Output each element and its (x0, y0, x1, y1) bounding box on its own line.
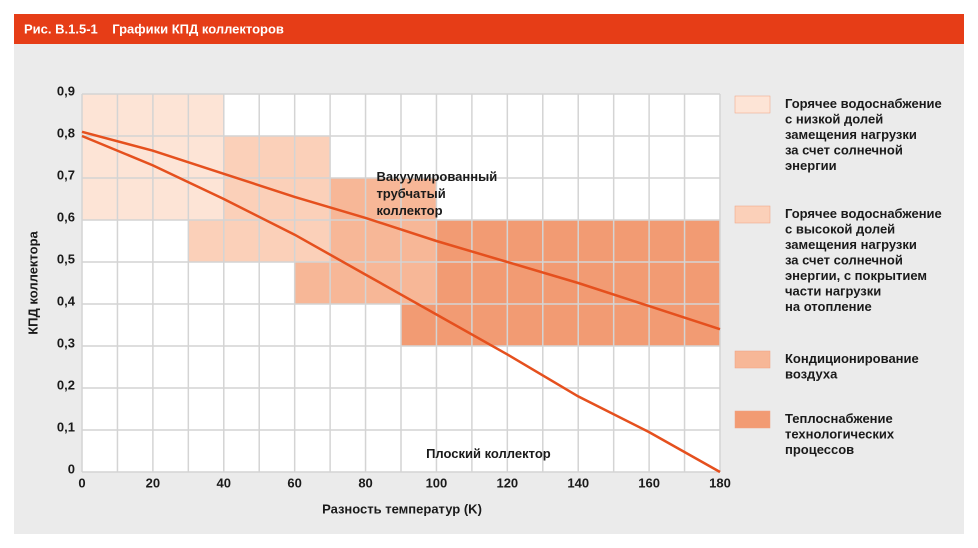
line-label: Плоский коллектор (426, 447, 551, 462)
y-tick-label: 0,2 (57, 377, 75, 392)
line-label-line: трубчатый (376, 186, 445, 201)
y-tick-label: 0 (68, 461, 75, 476)
x-tick-label: 140 (567, 475, 589, 490)
legend-label-line: с высокой долей (785, 222, 895, 237)
legend-swatch (734, 205, 771, 224)
line (81, 134, 721, 474)
legend-label-line: Горячее водоснабжение (785, 206, 942, 221)
y-tick-label: 0,6 (57, 209, 75, 224)
y-tick-label: 0,5 (57, 251, 75, 266)
x-tick-label: 160 (638, 475, 660, 490)
legend-label: Кондиционирование воздуха (785, 351, 919, 382)
legend-swatch (734, 95, 771, 114)
x-tick-label: 120 (496, 475, 518, 490)
legend-label-line: части нагрузки (785, 284, 881, 299)
x-tick-label: 180 (709, 475, 731, 490)
y-tick-label: 0,3 (57, 335, 75, 350)
legend-label-line: Теплоснабжение (785, 411, 893, 426)
legend-label-line: за счет солнечной (785, 253, 903, 268)
y-tick-label: 0,9 (57, 83, 75, 98)
legend-label-line: на отопление (785, 299, 872, 314)
region (401, 220, 720, 346)
y-tick-label: 0,8 (57, 125, 75, 140)
legend-label-line: Горячее водоснабжение (785, 96, 942, 111)
legend-label-line: воздуха (785, 367, 838, 382)
chart-title: Рис. B.1.5-1 Графики КПД коллекторов (24, 21, 284, 36)
x-tick-label: 40 (217, 475, 231, 490)
x-tick-label: 20 (146, 475, 160, 490)
x-tick-label: 60 (287, 475, 301, 490)
legend-label-line: процессов (785, 442, 854, 457)
legend-label: Горячее водоснабжение с высокой долей заме… (785, 206, 942, 314)
line-label-line: коллектор (376, 203, 442, 218)
legend-label: Теплоснабжение технологических процессов (785, 411, 895, 457)
legend-swatch (734, 410, 771, 429)
y-tick-label: 0,7 (57, 167, 75, 182)
legend-label-line: замещения нагрузки (785, 127, 917, 142)
line-label-line: Плоский коллектор (426, 447, 551, 462)
legend-label-line: за счет солнечной (785, 143, 903, 158)
line-label: Вакуумированный трубчатый коллектор (376, 169, 497, 218)
x-axis-label: Разность температур (K) (322, 501, 482, 516)
header (14, 14, 964, 44)
legend-label: Горячее водоснабжение с низкой долей замещ… (785, 96, 942, 173)
legend-label-line: энергии, с покрытием (785, 268, 927, 283)
x-tick-label: 0 (78, 475, 85, 490)
x-tick-label: 80 (358, 475, 372, 490)
legend-label-line: технологических (785, 427, 895, 442)
y-tick-label: 0,4 (57, 293, 76, 308)
line-label-line: Вакуумированный (376, 169, 497, 184)
x-tick-label: 100 (426, 475, 448, 490)
y-tick-label: 0,1 (57, 419, 75, 434)
line (81, 130, 721, 331)
legend-label-line: Кондиционирование (785, 351, 919, 366)
y-axis-label: КПД коллектора (25, 230, 40, 334)
legend-label-line: энергии (785, 158, 837, 173)
legend-label-line: замещения нагрузки (785, 237, 917, 252)
legend-label-line: с низкой долей (785, 112, 883, 127)
legend-swatch (734, 350, 771, 369)
